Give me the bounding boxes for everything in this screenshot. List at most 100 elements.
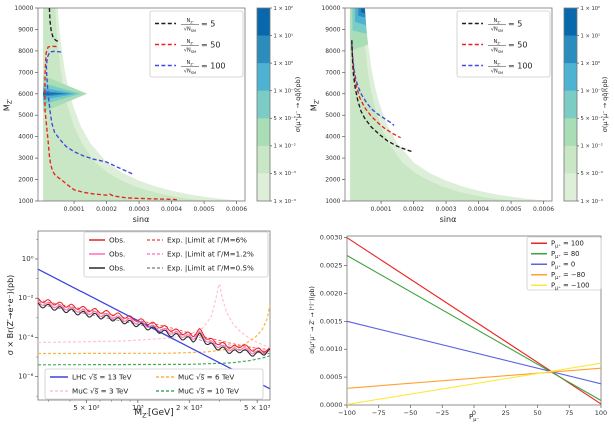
text-label: 1 × 10² bbox=[581, 6, 601, 12]
text-label: Exp. |Limit at Γ/M=6% bbox=[167, 235, 247, 244]
sigma-band-light bbox=[43, 8, 244, 201]
text-label: 25 bbox=[502, 409, 510, 417]
colorbar-band bbox=[257, 90, 270, 119]
colorbar-band bbox=[564, 145, 577, 174]
text-label: σ(μ⁺μ⁻ → qq̄)(pb) bbox=[294, 77, 302, 132]
text-label: 10000 bbox=[321, 5, 340, 12]
pol-zero-curve bbox=[346, 320, 602, 385]
text-label: √NSM bbox=[491, 27, 503, 33]
legend: NZ′ √NSM = 5 NZ′ √NSM = 50 NZ′ √NSM = 100 bbox=[149, 10, 244, 78]
axes: −100 −75 −50 −25 0 25 50 75 100 0.0000 0.0005 0.001… bbox=[309, 234, 607, 423]
text-label: −25 bbox=[435, 409, 449, 417]
colorbar-band bbox=[257, 63, 270, 92]
colorbar-band bbox=[257, 145, 270, 174]
text-label: 1 × 10⁻² bbox=[581, 144, 603, 150]
text-label: 5 × 10⁻² bbox=[581, 116, 603, 122]
legend-box bbox=[526, 236, 602, 291]
colorbar-frame bbox=[563, 7, 578, 202]
text-label: 7000 bbox=[18, 69, 33, 76]
text-label: −75 bbox=[372, 409, 386, 417]
text-label: 5000 bbox=[325, 112, 340, 119]
text-label: 1 × 10⁻³ bbox=[274, 199, 296, 205]
text-label: 0.0003 bbox=[129, 206, 150, 213]
text-label: Pμ⁺ = 0 bbox=[551, 261, 575, 271]
subplot-bottom-left: 5 × 10² 10³ 2 × 10³ 5 × 10³ 10⁰ 10⁻² 10⁻⁴ 10⁻⁶ M… bbox=[6, 230, 271, 420]
text-label: 10⁰ bbox=[22, 255, 34, 263]
text-label: 10⁻² bbox=[18, 294, 34, 302]
text-label: 100 bbox=[595, 409, 607, 417]
text-label: sinα bbox=[133, 215, 150, 224]
text-label: MuC √s̅ = 10 TeV bbox=[178, 386, 239, 395]
plot-frame bbox=[344, 7, 553, 202]
text-label: 6000 bbox=[18, 91, 33, 98]
text-label: MuC √s̅ = 6 TeV bbox=[178, 372, 234, 381]
nz-ratio-5-curve bbox=[351, 40, 414, 153]
plot-frame bbox=[37, 230, 271, 401]
text-label: NZ′ bbox=[186, 18, 193, 24]
colorbar-band bbox=[564, 8, 577, 36]
text-label: 0.0004 bbox=[468, 206, 489, 213]
text-label: 0.0005 bbox=[194, 206, 215, 213]
text-label: Pμ⁺ = −80 bbox=[551, 271, 585, 281]
text-label: 0.0006 bbox=[533, 206, 554, 213]
text-label: 10⁻⁶ bbox=[18, 373, 34, 381]
text-label: Pμ⁺ = −100 bbox=[551, 282, 590, 292]
subplot-top-right: 0.0001 0.0002 0.0003 0.0004 0.0005 0.0006 1000… bbox=[310, 5, 610, 224]
text-label: Obs. bbox=[109, 249, 125, 258]
legend: LHC √s̅ = 13 TeV MuC √s̅ = 3 TeV MuC √s̅ =… bbox=[44, 368, 264, 400]
sigma-band-light bbox=[350, 8, 551, 201]
text-label: −100 bbox=[338, 409, 356, 417]
text-label: √NSM bbox=[184, 48, 196, 54]
text-label: 8000 bbox=[325, 48, 340, 55]
text-label: = 50 bbox=[201, 41, 220, 50]
text-label: 9000 bbox=[18, 26, 33, 33]
text-label: 5 × 10³ bbox=[244, 404, 271, 412]
text-label: LHC √s̅ = 13 TeV bbox=[72, 372, 132, 381]
text-label: = 5 bbox=[201, 20, 215, 29]
muc-6tev-curve bbox=[38, 304, 271, 355]
text-label: = 100 bbox=[201, 62, 226, 71]
colorbar-band bbox=[257, 35, 270, 64]
text-label: −50 bbox=[404, 409, 418, 417]
text-label: sinα bbox=[440, 215, 457, 224]
colorbar-band bbox=[564, 173, 577, 202]
legend-box bbox=[149, 10, 244, 78]
text-label: Pμ⁻ bbox=[469, 413, 479, 423]
text-label: 4000 bbox=[325, 134, 340, 141]
nz-ratio-50-curve bbox=[44, 45, 179, 201]
text-label: MZ′ bbox=[3, 98, 14, 111]
text-label: 1 × 10¹ bbox=[581, 33, 601, 39]
text-label: = 5 bbox=[508, 20, 522, 29]
text-label: 1 × 10¹ bbox=[274, 33, 294, 39]
text-label: 8000 bbox=[18, 48, 33, 55]
text-label: 0.0020 bbox=[320, 289, 343, 297]
text-label: = 50 bbox=[508, 41, 527, 50]
text-label: 0.0006 bbox=[226, 206, 247, 213]
colorbar-frame bbox=[256, 7, 271, 202]
subplot-bottom-right: −100 −75 −50 −25 0 25 50 75 100 0.0000 0.0005 0.001… bbox=[309, 234, 607, 423]
nz-ratio-5-curve bbox=[48, 7, 61, 43]
text-label: 5 × 10⁻³ bbox=[581, 171, 603, 177]
text-label: 0.0002 bbox=[96, 206, 117, 213]
text-label: Pμ⁺ = 100 bbox=[551, 240, 584, 250]
top-band-5 bbox=[360, 8, 366, 14]
muc-3tev-curve bbox=[38, 283, 271, 349]
text-label: 9000 bbox=[325, 26, 340, 33]
muc-10tev-curve bbox=[38, 355, 271, 366]
text-label: MZ′[GeV] bbox=[134, 408, 173, 420]
text-label: √NSM bbox=[184, 27, 196, 33]
obs-6pct-curve bbox=[37, 297, 271, 353]
text-label: MuC √s̅ = 3 TeV bbox=[72, 386, 128, 395]
text-label: 6000 bbox=[325, 91, 340, 98]
text-label: 3000 bbox=[325, 155, 340, 162]
plot-frame bbox=[37, 7, 246, 202]
colorbar-band bbox=[564, 35, 577, 64]
text-label: Pμ⁺ = 80 bbox=[551, 250, 579, 260]
text-label: 1 × 10⁻² bbox=[274, 144, 296, 150]
text-label: 0.0010 bbox=[320, 345, 343, 353]
text-label: 1 × 10⁻³ bbox=[581, 199, 603, 205]
colorbar-band bbox=[257, 173, 270, 202]
text-label: 5000 bbox=[18, 112, 33, 119]
